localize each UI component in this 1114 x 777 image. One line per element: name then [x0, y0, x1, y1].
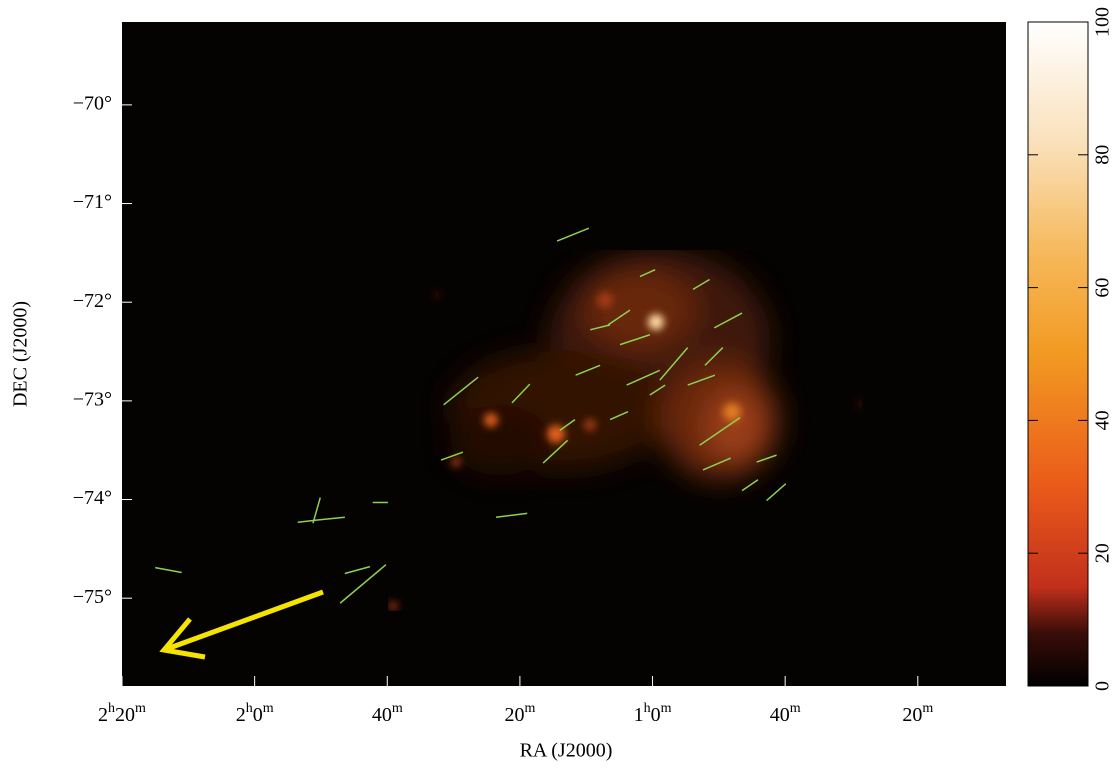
vector [542, 439, 569, 464]
vector [699, 417, 741, 446]
x-tick-label: 2h0m [236, 701, 274, 726]
vector [344, 565, 371, 575]
vector [297, 519, 316, 523]
vector [495, 512, 528, 519]
vectors [155, 227, 787, 604]
y-tick-label: −74° [73, 487, 112, 509]
x-tick-label: 40m [770, 701, 801, 726]
vector [339, 564, 387, 604]
vector [511, 383, 531, 404]
vector [619, 334, 651, 346]
vector [702, 457, 732, 471]
y-tick-label: −73° [73, 388, 112, 410]
vector [443, 376, 479, 406]
vector [626, 369, 661, 386]
vector [756, 454, 777, 463]
vector [713, 312, 743, 329]
vector [609, 411, 629, 421]
vector [607, 309, 631, 326]
x-tick-label: 40m [372, 701, 403, 726]
y-tick-label: −71° [73, 191, 112, 213]
vector [741, 479, 759, 492]
colorbar-tick-label: 80 [1092, 145, 1114, 165]
vector [649, 384, 666, 396]
vector [440, 451, 464, 461]
y-tick-label: −75° [73, 586, 112, 608]
colorbar-tick-label: 100 [1092, 7, 1114, 37]
y-tick-label: −70° [73, 92, 112, 114]
vector [639, 268, 656, 278]
vector [312, 497, 322, 524]
arrow-head [159, 617, 206, 660]
vector [687, 374, 716, 386]
x-tick-label: 2h20m [98, 701, 146, 726]
arrow-shaft [163, 589, 324, 653]
y-axis-label: DEC (J2000) [10, 301, 32, 407]
axes: 2h20m 2h0m 40m 20m 1h0m 40m 20m −70° −71° −72° −73… [73, 7, 1114, 726]
vector [659, 347, 689, 381]
x-tick-label: 1h0m [634, 701, 672, 726]
vector [314, 516, 345, 521]
colorbar-tick-label: 60 [1092, 278, 1114, 298]
colorbar-tick-label: 40 [1092, 410, 1114, 430]
x-tick-label: 20m [902, 701, 933, 726]
emission [388, 250, 863, 611]
x-axis-label: RA (J2000) [520, 740, 613, 762]
vector [556, 227, 590, 242]
arrow [159, 589, 324, 660]
colorbar-tick-label: 20 [1092, 543, 1114, 563]
x-tick-label: 20m [504, 701, 535, 726]
vector [559, 418, 576, 432]
y-tick-label: −72° [73, 290, 112, 312]
vector [766, 483, 787, 502]
vector [155, 566, 182, 574]
vector [590, 324, 611, 331]
colorbar-tick-label: 0 [1092, 681, 1114, 691]
vector [692, 278, 710, 291]
vector [704, 347, 724, 366]
colorbar [1027, 21, 1089, 687]
vector [575, 364, 601, 376]
